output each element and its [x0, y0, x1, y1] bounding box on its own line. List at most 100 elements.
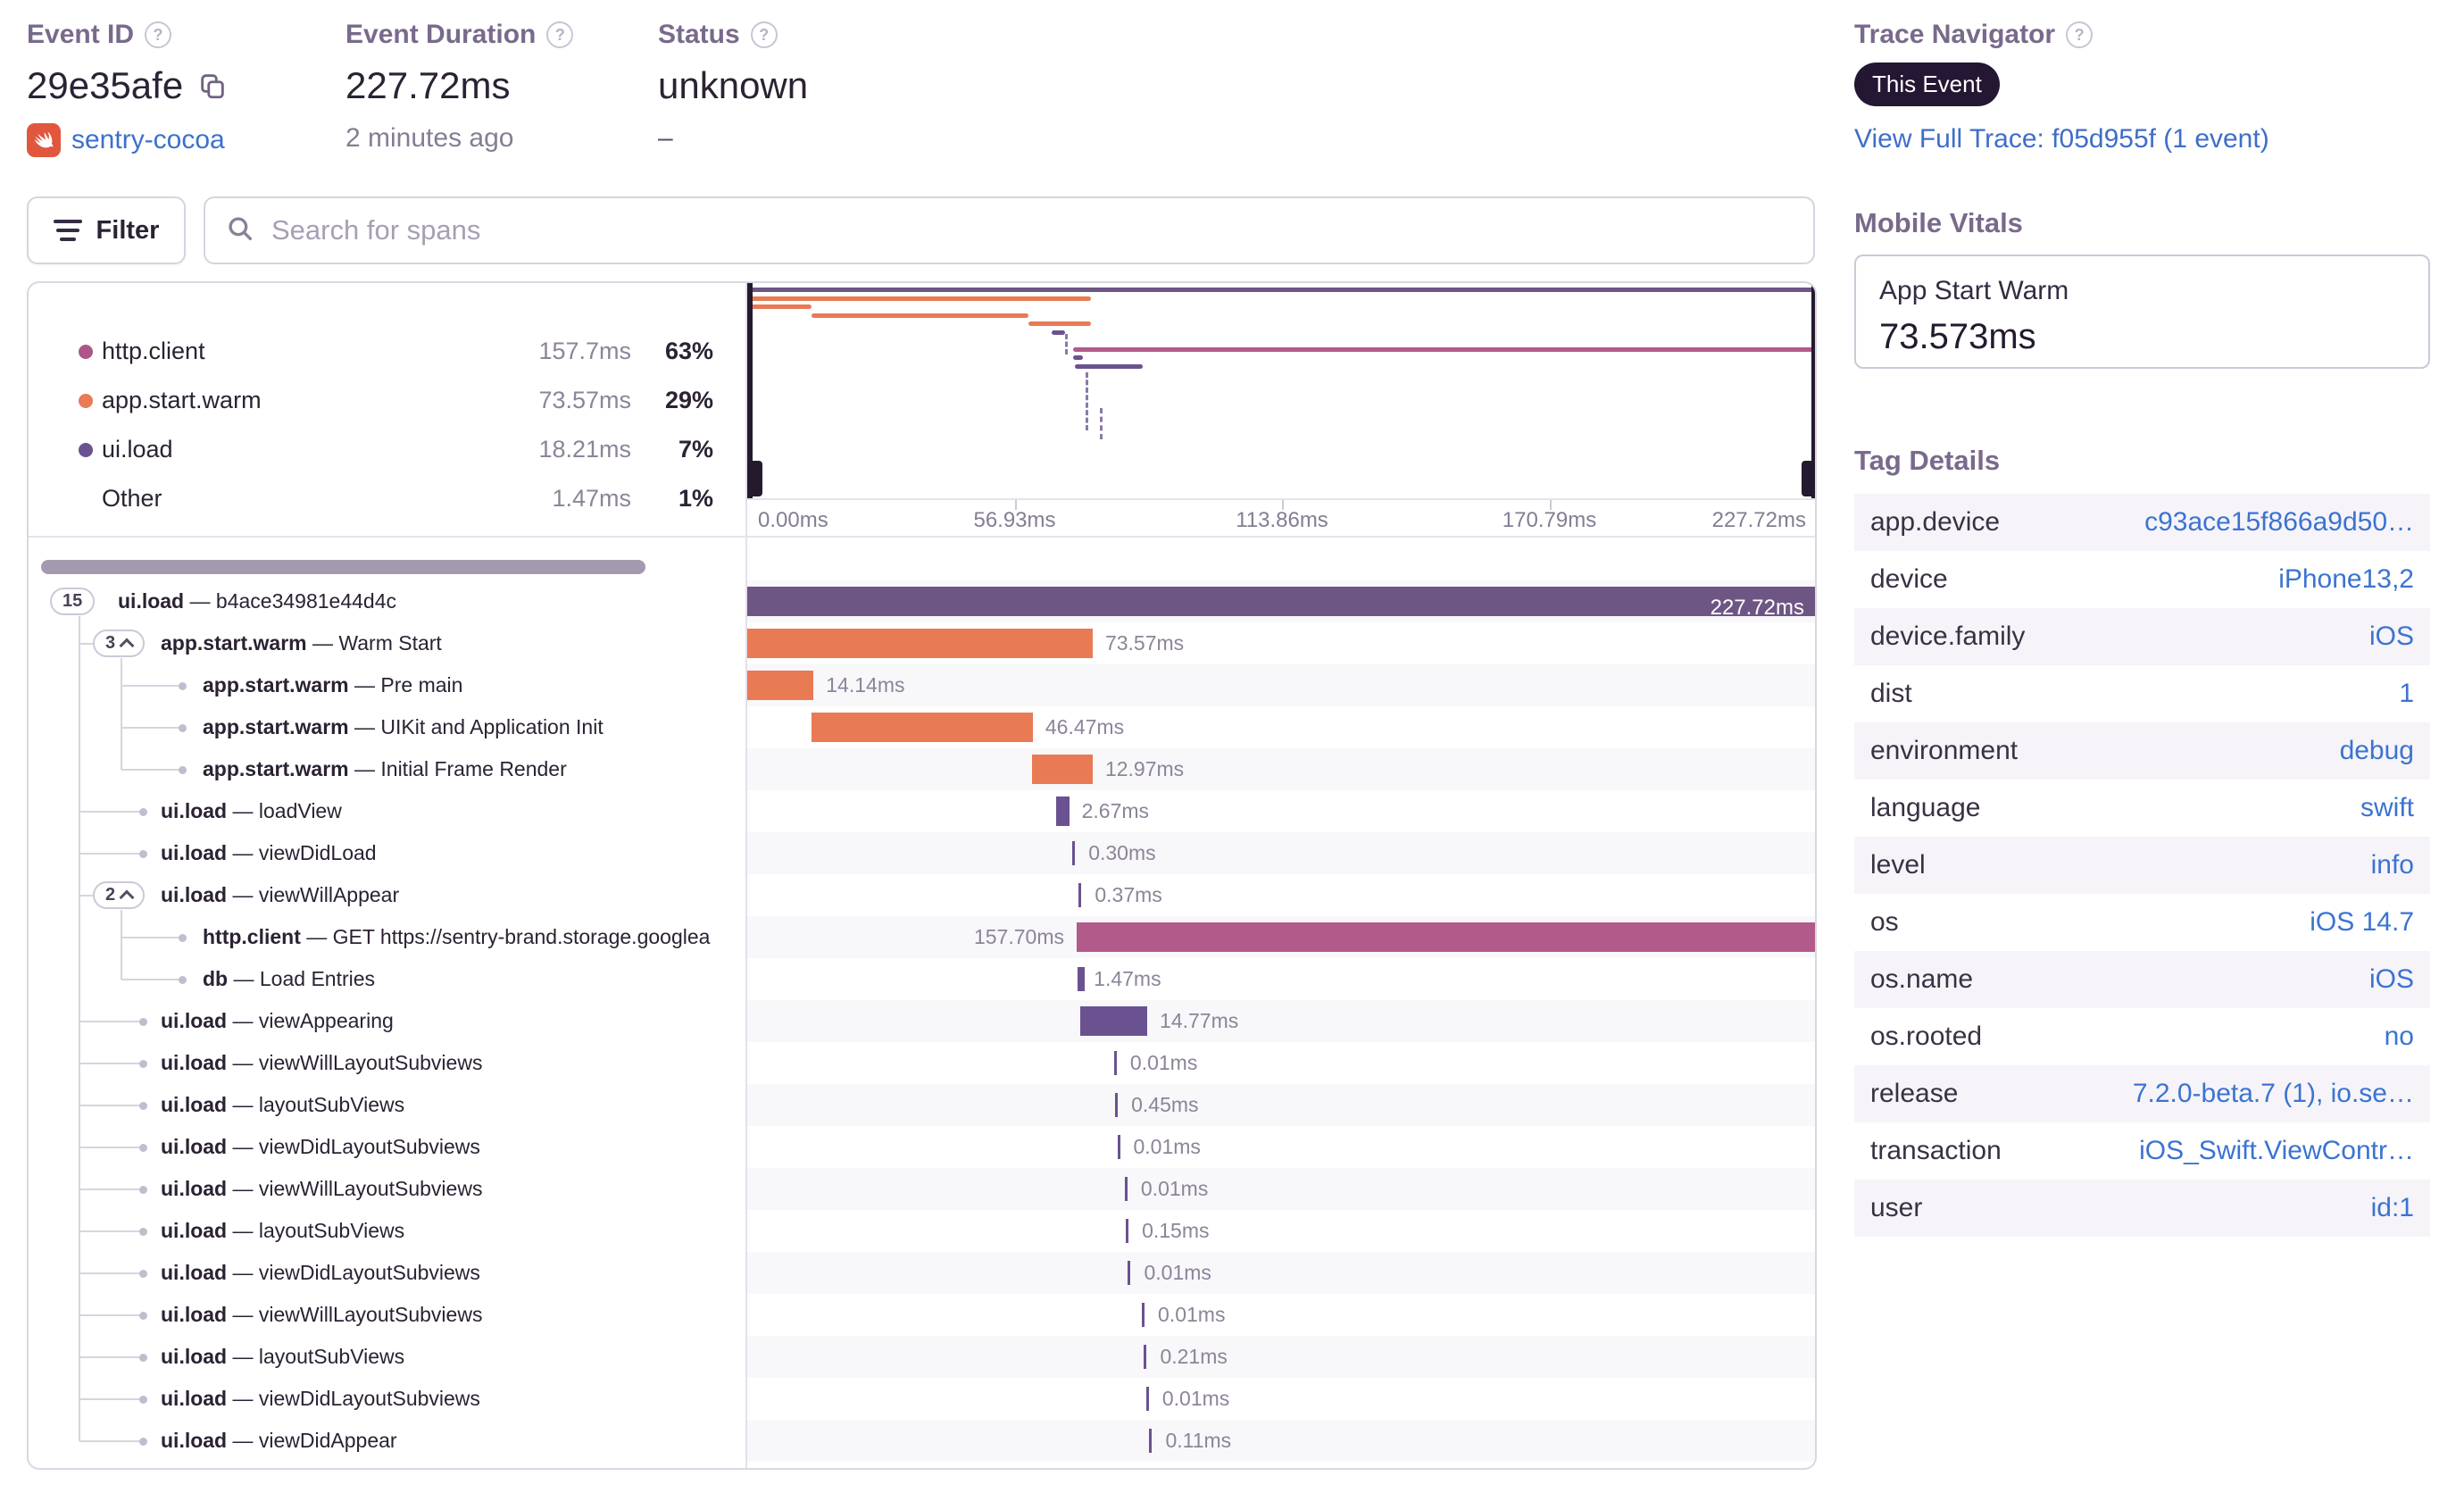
span-bar-row[interactable]: 1.47ms: [747, 958, 1815, 1000]
app-start-warm-card[interactable]: App Start Warm 73.573ms: [1854, 254, 2430, 369]
tree-row-ui.load-viewDidLayoutSubviews[interactable]: ui.load — viewDidLayoutSubviews: [29, 1126, 745, 1168]
span-bar-row[interactable]: 14.14ms: [747, 664, 1815, 706]
tag-value-link[interactable]: iOS: [2368, 964, 2414, 994]
tree-row-ui.load-viewAppearing[interactable]: ui.load — viewAppearing: [29, 1000, 745, 1042]
tree-row-ui.load-layoutSubViews[interactable]: ui.load — layoutSubViews: [29, 1210, 745, 1252]
span-duration-tick[interactable]: [1078, 883, 1082, 907]
help-icon[interactable]: ?: [145, 21, 172, 48]
tag-value-link[interactable]: no: [2384, 1022, 2414, 1051]
tree-row-ui.load-viewWillLayoutSubviews[interactable]: ui.load — viewWillLayoutSubviews: [29, 1042, 745, 1084]
tree-row-db-Load[interactable]: db — Load Entries: [29, 958, 745, 1000]
copy-icon[interactable]: [197, 71, 228, 101]
minimap-right-handle[interactable]: [1802, 283, 1815, 498]
tree-row-ui.load-viewWillAppear[interactable]: 2 ui.load — viewWillAppear: [29, 874, 745, 916]
tree-row-app.start.warm-Initial[interactable]: app.start.warm — Initial Frame Render: [29, 748, 745, 790]
tag-value-link[interactable]: 7.2.0-beta.7 (1), io.se…: [2132, 1079, 2414, 1108]
span-bar-row[interactable]: 0.01ms: [747, 1126, 1815, 1168]
help-icon[interactable]: ?: [2066, 21, 2094, 48]
project-link[interactable]: sentry-cocoa: [71, 125, 225, 154]
span-duration-bar[interactable]: [1079, 1006, 1148, 1036]
legend-item-Other[interactable]: Other 1.47ms 1%: [29, 480, 745, 520]
tag-value-link[interactable]: iPhone13,2: [2278, 564, 2414, 594]
span-duration-bar[interactable]: [747, 671, 814, 700]
span-bar-row[interactable]: 2.67ms: [747, 790, 1815, 832]
tree-row-app.start.warm-Pre[interactable]: app.start.warm — Pre main: [29, 664, 745, 706]
tree-row-app.start.warm-UIKit[interactable]: app.start.warm — UIKit and Application I…: [29, 706, 745, 748]
span-bar-row[interactable]: 0.21ms: [747, 1336, 1815, 1378]
span-bar-row[interactable]: 73.57ms: [747, 622, 1815, 664]
view-full-trace-link[interactable]: View Full Trace: f05d955f (1 event): [1854, 124, 2269, 154]
tag-value-link[interactable]: 1: [2399, 679, 2414, 708]
span-bar-row[interactable]: 0.15ms: [747, 1210, 1815, 1252]
tree-row-ui.load-layoutSubViews[interactable]: ui.load — layoutSubViews: [29, 1084, 745, 1126]
span-bar-row[interactable]: 157.70ms: [747, 916, 1815, 958]
minimap-left-handle[interactable]: [747, 283, 762, 498]
span-count-pill[interactable]: 2: [93, 881, 146, 909]
span-duration-tick[interactable]: [1124, 1177, 1128, 1201]
span-bar-row[interactable]: 46.47ms: [747, 706, 1815, 748]
search-input[interactable]: [270, 213, 1794, 247]
span-count-pill[interactable]: 3: [93, 630, 146, 657]
span-duration-tick[interactable]: [1115, 1093, 1119, 1117]
legend-item-app.start.warm[interactable]: app.start.warm 73.57ms 29%: [29, 382, 745, 421]
tag-value-link[interactable]: iOS 14.7: [2310, 907, 2414, 937]
tag-value-link[interactable]: swift: [2360, 793, 2414, 822]
span-bar-row[interactable]: 0.01ms: [747, 1168, 1815, 1210]
span-duration-tick[interactable]: [1117, 1135, 1120, 1159]
span-bar-row[interactable]: 227.72ms: [747, 580, 1815, 622]
span-duration-tick[interactable]: [1113, 1051, 1117, 1075]
tree-row-ui.load-viewWillLayoutSubviews[interactable]: ui.load — viewWillLayoutSubviews: [29, 1294, 745, 1336]
span-count-pill[interactable]: 15: [50, 588, 96, 615]
help-icon[interactable]: ?: [546, 21, 574, 48]
tree-row-ui.load-viewDidLoad[interactable]: ui.load — viewDidLoad: [29, 832, 745, 874]
span-bar-row[interactable]: 0.11ms: [747, 1420, 1815, 1462]
span-bar-row[interactable]: 0.01ms: [747, 1378, 1815, 1420]
tree-row-ui.load-viewDidAppear[interactable]: ui.load — viewDidAppear: [29, 1420, 745, 1462]
span-duration-tick[interactable]: [1149, 1429, 1153, 1453]
horizontal-scrollbar[interactable]: [41, 560, 645, 574]
tree-row-ui.load-viewDidLayoutSubviews[interactable]: ui.load — viewDidLayoutSubviews: [29, 1378, 745, 1420]
help-icon[interactable]: ?: [750, 21, 778, 48]
span-bar-row[interactable]: 0.01ms: [747, 1252, 1815, 1294]
span-duration-bar[interactable]: [1076, 922, 1815, 952]
tag-value-link[interactable]: info: [2370, 850, 2414, 880]
span-duration-tick[interactable]: [1072, 841, 1076, 865]
span-duration-tick[interactable]: [1144, 1345, 1147, 1369]
span-bar-row[interactable]: 14.77ms: [747, 1000, 1815, 1042]
tree-row-ui.load-layoutSubViews[interactable]: ui.load — layoutSubViews: [29, 1336, 745, 1378]
legend-item-http.client[interactable]: http.client 157.7ms 63%: [29, 333, 745, 372]
span-duration-tick[interactable]: [1128, 1261, 1131, 1285]
tree-row-ui.load-viewDidLayoutSubviews[interactable]: ui.load — viewDidLayoutSubviews: [29, 1252, 745, 1294]
span-duration-bar[interactable]: [747, 629, 1093, 658]
span-bar-row[interactable]: 0.01ms: [747, 1294, 1815, 1336]
minimap-right-grip[interactable]: [1802, 461, 1815, 496]
span-duration-tick[interactable]: [1078, 967, 1086, 991]
span-duration-tick[interactable]: [1142, 1303, 1145, 1327]
tag-value-link[interactable]: c93ace15f866a9d50…: [2144, 507, 2414, 537]
minimap-left-grip[interactable]: [747, 461, 762, 496]
tag-value-link[interactable]: debug: [2339, 736, 2414, 765]
span-bar-row[interactable]: 12.97ms: [747, 748, 1815, 790]
span-duration-bar[interactable]: [1056, 797, 1070, 826]
tree-row-http.client-GET[interactable]: http.client — GET https://sentry-brand.s…: [29, 916, 745, 958]
legend-item-ui.load[interactable]: ui.load 18.21ms 7%: [29, 431, 745, 471]
span-duration-bar[interactable]: [1031, 755, 1093, 784]
span-duration-tick[interactable]: [1145, 1387, 1149, 1411]
tree-row-ui.load-viewWillLayoutSubviews[interactable]: ui.load — viewWillLayoutSubviews: [29, 1168, 745, 1210]
tag-value-link[interactable]: iOS: [2368, 621, 2414, 651]
tag-value-link[interactable]: iOS_Swift.ViewContr…: [2139, 1136, 2414, 1165]
span-duration-tick[interactable]: [1126, 1219, 1129, 1243]
span-duration-bar[interactable]: 227.72ms: [747, 587, 1815, 620]
filter-button[interactable]: Filter: [27, 196, 186, 264]
trace-minimap[interactable]: [747, 283, 1815, 498]
span-duration-bar[interactable]: [811, 713, 1033, 742]
minimap-span-bar: [1074, 363, 1144, 369]
span-bar-row[interactable]: 0.30ms: [747, 832, 1815, 874]
tree-row-app.start.warm-Warm[interactable]: 3 app.start.warm — Warm Start: [29, 622, 745, 664]
span-bar-row[interactable]: 0.01ms: [747, 1042, 1815, 1084]
span-bar-row[interactable]: 0.45ms: [747, 1084, 1815, 1126]
tree-row-ui.load-loadView[interactable]: ui.load — loadView: [29, 790, 745, 832]
span-bar-row[interactable]: 0.37ms: [747, 874, 1815, 916]
tree-row-ui.load-b4ace34981e44d4c[interactable]: 15 ui.load — b4ace34981e44d4c: [29, 580, 745, 622]
tag-value-link[interactable]: id:1: [2370, 1193, 2414, 1222]
